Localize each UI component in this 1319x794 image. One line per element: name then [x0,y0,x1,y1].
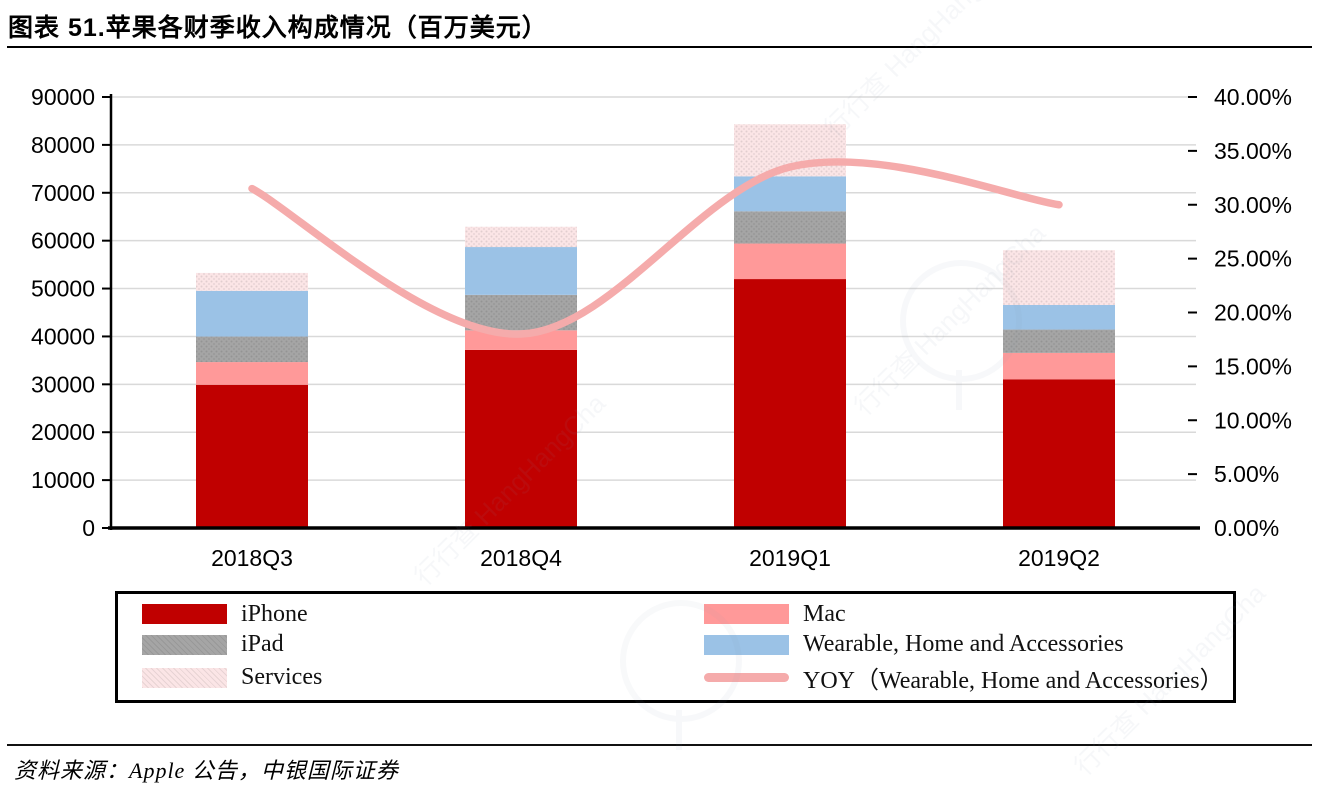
left-axis-tick: 40000 [31,323,95,349]
left-axis-tick: 70000 [31,180,95,206]
right-axis-tick: 35.00% [1214,138,1292,164]
left-axis-tick: 20000 [31,419,95,445]
x-axis-category: 2018Q3 [211,545,293,571]
bar-segment [734,211,846,244]
chart-title: 图表 51.苹果各财季收入构成情况（百万美元） [8,14,548,42]
left-axis-tick: 50000 [31,276,95,302]
left-axis-tick: 90000 [31,84,95,110]
legend-color-swatch [704,634,789,655]
x-axis-category: 2019Q2 [1018,545,1100,571]
right-axis-tick: 0.00% [1214,515,1279,541]
bar-segment [1003,250,1115,306]
bar-segment [196,384,308,528]
legend-item: Services [142,664,704,691]
bar-segment [1003,352,1115,380]
bar-segment [196,272,308,291]
legend-item: Mac [704,601,1228,628]
stacked-bars [196,124,1115,528]
right-axis-tick: 20.00% [1214,300,1292,326]
legend-color-swatch [142,634,227,655]
bar-segment [465,349,577,528]
legend-label: YOY（Wearable, Home and Accessories） [803,668,1224,694]
left-axis-tick: 10000 [31,467,95,493]
right-axis-tick: 15.00% [1214,353,1292,379]
bar-segment [734,243,846,280]
legend-color-swatch [142,667,227,688]
revenue-stacked-bar-chart: 0 10000 20000 30000 40000 50000 60000 70000 8000… [31,84,1292,571]
bar-segment [1003,305,1115,330]
legend-line-swatch [704,673,789,682]
yoy-line [248,158,1063,338]
axes [102,94,1200,530]
legend-label: Mac [803,600,846,627]
legend-label: iPad [241,631,284,658]
right-axis-tick: 25.00% [1214,246,1292,272]
bar-segment [465,247,577,295]
legend-item: iPhone [142,601,704,628]
left-axis-tick: 80000 [31,132,95,158]
bar-segment [465,226,577,248]
axis-labels: 0 10000 20000 30000 40000 50000 60000 70000 8000… [31,84,1292,571]
bar-segment [1003,379,1115,528]
source-divider [7,744,1312,746]
legend-label: Wearable, Home and Accessories [803,631,1124,658]
source-note: 资料来源：Apple 公告，中银国际证券 [14,758,399,783]
left-axis-tick: 30000 [31,371,95,397]
right-axis-tick: 5.00% [1214,461,1279,487]
legend-color-swatch [142,604,227,625]
right-axis-tick: 30.00% [1214,192,1292,218]
x-axis-category: 2018Q4 [480,545,562,571]
chart-legend: iPhone iPad Services Mac Wearable, Home and … [115,591,1236,703]
legend-label: iPhone [241,600,308,627]
bar-segment [1003,329,1115,353]
x-axis-category: 2019Q1 [749,545,831,571]
bar-segment [734,279,846,528]
legend-label: Services [241,664,323,690]
right-axis-tick: 10.00% [1214,407,1292,433]
legend-item: YOY（Wearable, Home and Accessories） [704,660,1228,695]
bar-segment [196,362,308,385]
bar-segment [196,290,308,337]
legend-color-swatch [704,604,789,625]
legend-item: iPad [142,631,704,658]
legend-item: Wearable, Home and Accessories [704,631,1228,658]
right-axis-tick: 40.00% [1214,84,1292,110]
bar-segment [196,336,308,363]
title-divider [7,46,1312,48]
left-axis-tick: 0 [82,515,95,541]
left-axis-tick: 60000 [31,228,95,254]
